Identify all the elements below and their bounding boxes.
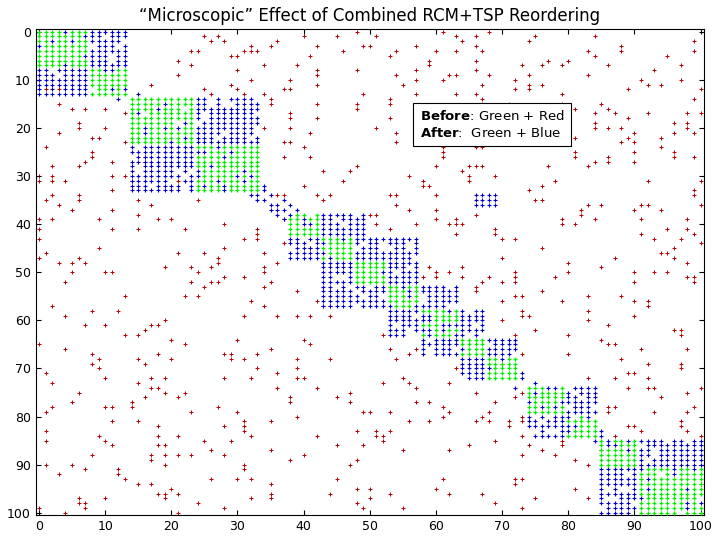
Title: “Microscopic” Effect of Combined RCM+TSP Reordering: “Microscopic” Effect of Combined RCM+TSP… [139,7,600,25]
Text: $\bf{Before}$: Green + Red
$\bf{After}$:  Green + Blue: $\bf{Before}$: Green + Red $\bf{After}$:… [420,110,564,140]
